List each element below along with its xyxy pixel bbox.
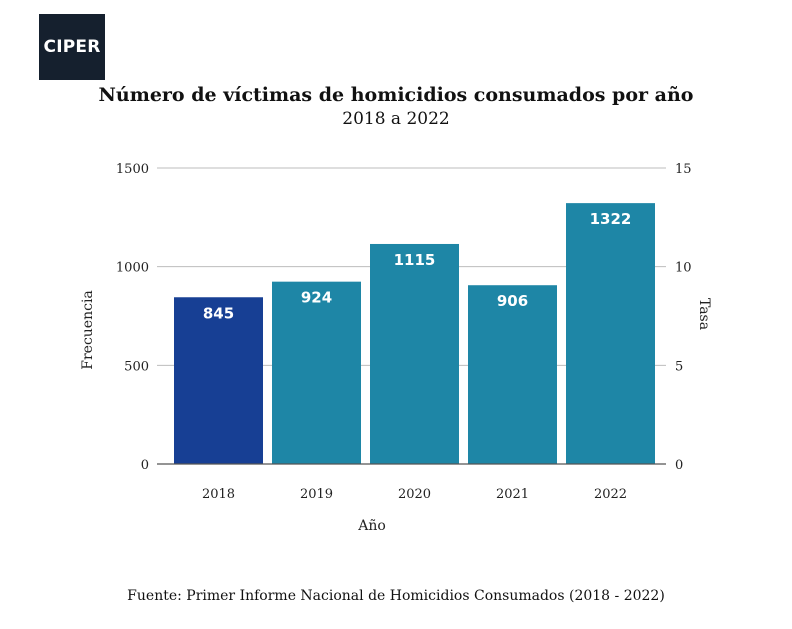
- y2-tick-label-2: 10: [675, 261, 692, 276]
- y-tick-label-1: 500: [124, 359, 149, 374]
- chart-title: Número de víctimas de homicidios consuma…: [98, 84, 694, 106]
- x-tick-label-2022: 2022: [594, 487, 627, 502]
- data-label-2022: 1322: [590, 210, 632, 228]
- y-tick-label-2: 1000: [116, 261, 149, 276]
- y-axis-title: Frecuencia: [80, 290, 96, 370]
- y-tick-label-3: 1500: [116, 162, 149, 177]
- source-note: Fuente: Primer Informe Nacional de Homic…: [127, 588, 665, 604]
- y-tick-label-0: 0: [141, 458, 149, 473]
- x-tick-label-2021: 2021: [496, 487, 529, 502]
- logo-text: CIPER: [43, 37, 101, 57]
- y2-tick-label-1: 5: [675, 359, 683, 374]
- x-tick-label-2019: 2019: [300, 487, 333, 502]
- x-tick-label-2018: 2018: [202, 487, 235, 502]
- data-label-2021: 906: [497, 292, 528, 310]
- data-label-2020: 1115: [394, 251, 436, 269]
- chart-subtitle: 2018 a 2022: [342, 109, 450, 129]
- bar-2019: [272, 281, 361, 464]
- bar-2020: [370, 243, 459, 464]
- data-label-2018: 845: [203, 304, 234, 322]
- bar-2021: [468, 285, 557, 464]
- bar-2022: [566, 203, 655, 464]
- ciper-logo: CIPER: [39, 14, 105, 80]
- y2-tick-label-0: 0: [675, 458, 683, 473]
- bar-2018: [174, 297, 263, 464]
- y2-tick-label-3: 15: [675, 162, 692, 177]
- x-axis-title: Año: [357, 518, 386, 534]
- y2-axis-title: Tasa: [696, 298, 712, 330]
- x-tick-label-2020: 2020: [398, 487, 431, 502]
- data-label-2019: 924: [301, 289, 332, 307]
